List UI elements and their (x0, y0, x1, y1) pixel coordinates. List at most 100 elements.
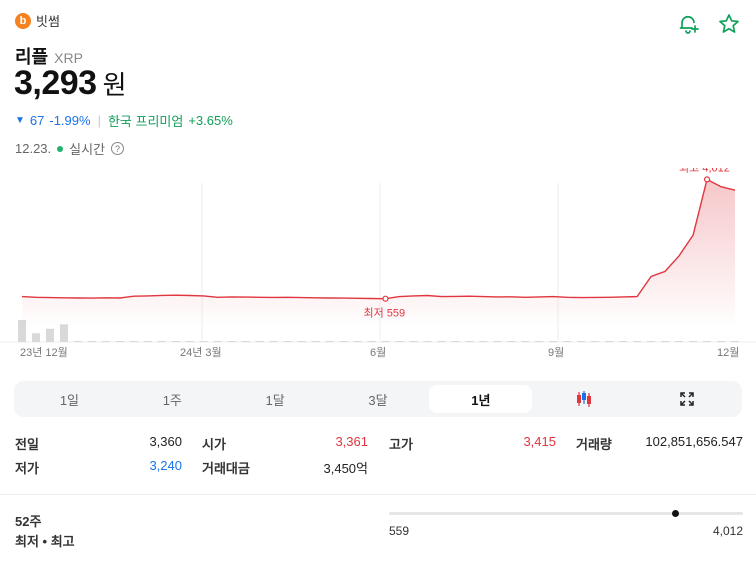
volume-bar (101, 341, 110, 342)
x-tick-label: 23년 12월 (20, 346, 68, 359)
range-current-marker (672, 510, 680, 517)
stats-row-2: 저가 3,240 거래대금 3,450억 (15, 458, 743, 482)
candlestick-icon (576, 391, 591, 407)
volume-bar (45, 328, 54, 342)
volume-bar (479, 341, 488, 342)
price-row: 3,293 원 (14, 64, 127, 103)
volume-bar (269, 341, 278, 342)
volume-bar (717, 341, 726, 342)
volume-bar (591, 341, 600, 342)
tab-1d[interactable]: 1일 (18, 385, 121, 413)
volume-bar (675, 341, 684, 342)
volume-bar (73, 341, 82, 342)
change-amount: 67 (29, 113, 45, 128)
tab-1y[interactable]: 1년 (429, 385, 533, 413)
volume-bar (227, 341, 236, 342)
live-dot-icon (57, 145, 64, 152)
volume-bar (507, 341, 516, 342)
volume-bar (577, 341, 586, 342)
price-chart[interactable]: 최고 4,012 최저 559 23년 12월 24년 3월 6월 9월 12월 (0, 168, 756, 363)
volume-bar (549, 341, 558, 342)
volume-bar (535, 341, 544, 342)
volume-bar (339, 341, 348, 342)
price-area (22, 179, 735, 328)
volume-bar (129, 341, 138, 342)
high-label: 고가 (389, 437, 413, 452)
volume-bar (87, 341, 96, 342)
volume-bar (59, 324, 68, 342)
volume-bar (619, 341, 628, 342)
stats-row-1: 전일 3,360 시가 3,361 고가 3,415 거래량 102,851,6… (15, 434, 743, 458)
volume-bar (18, 320, 26, 342)
live-label: 실시간 (69, 142, 106, 157)
volume-bar (283, 341, 292, 342)
period-selector: 1일 1주 1달 3달 1년 (14, 381, 742, 417)
volume-bar (465, 341, 474, 342)
help-icon[interactable]: ? (111, 142, 125, 155)
prev-close-value: 3,360 (149, 434, 182, 449)
volume-bar (521, 341, 530, 342)
min-label: 최저 559 (363, 307, 405, 320)
top-actions (676, 11, 742, 37)
bell-plus-icon[interactable] (676, 11, 702, 37)
range-label-line2: 최저 • 최고 (15, 534, 75, 549)
volume-bar (157, 341, 166, 342)
low-label: 저가 (15, 461, 39, 476)
volume-value: 102,851,656.547 (645, 434, 743, 449)
change-percent: -1.99% (49, 113, 91, 128)
volume-bar (605, 341, 614, 342)
tab-label: 1주 (162, 392, 182, 408)
star-icon[interactable] (716, 11, 742, 37)
high-value: 3,415 (523, 434, 556, 449)
volume-bar (703, 341, 712, 342)
price-line (21, 178, 736, 300)
volume-bar (255, 341, 264, 342)
tab-1w[interactable]: 1주 (121, 385, 224, 413)
bithumb-logo: b (15, 12, 31, 29)
tab-3m[interactable]: 3달 (327, 385, 430, 413)
current-price: 3,293 (14, 64, 97, 102)
tab-1m[interactable]: 1달 (224, 385, 327, 413)
down-arrow-icon: ▼ (15, 115, 25, 126)
volume-label: 거래량 (576, 437, 612, 452)
volume-bar (493, 341, 502, 342)
low-value: 3,240 (149, 458, 182, 473)
open-label: 시가 (202, 437, 226, 452)
range-min-value: 559 (389, 524, 410, 538)
volume-bar (381, 341, 390, 342)
volume-bar (241, 341, 250, 342)
tab-label: 1일 (59, 392, 80, 408)
volume-bar (437, 341, 446, 342)
volume-bar (213, 341, 222, 342)
x-tick-label: 6월 (370, 346, 386, 359)
x-tick-label: 24년 3월 (180, 346, 222, 359)
x-tick-label: 9월 (548, 346, 564, 359)
volume-bar (353, 341, 362, 342)
max-label: 최고 4,012 (679, 168, 730, 174)
volume-bar (367, 341, 376, 342)
range-label-line1: 52주 (15, 514, 42, 529)
volume-bar (395, 341, 404, 342)
exchange-header: b 빗썸 (15, 11, 60, 30)
volume-bar (647, 341, 656, 342)
max-point (703, 176, 711, 183)
exchange-name: 빗썸 (36, 14, 60, 29)
stats-table: 전일 3,360 시가 3,361 고가 3,415 거래량 102,851,6… (15, 434, 743, 482)
date-row: 12.23. 실시간 ? (15, 139, 125, 158)
divider: | (97, 113, 101, 128)
volume-bar (311, 341, 320, 342)
tab-label: 1달 (265, 392, 285, 408)
volume-bar (409, 341, 418, 342)
volume-bar (451, 341, 460, 342)
expand-button[interactable] (635, 385, 738, 413)
volume-bar (143, 341, 152, 342)
volume-bar (633, 341, 642, 342)
open-value: 3,361 (335, 434, 368, 449)
section-divider (0, 494, 756, 495)
volume-bar (423, 341, 432, 342)
expand-icon (679, 392, 694, 406)
min-point (382, 295, 389, 302)
coin-name: 리플 (15, 47, 49, 67)
quote-date: 12.23. (15, 141, 52, 156)
candlestick-button[interactable] (532, 385, 635, 413)
